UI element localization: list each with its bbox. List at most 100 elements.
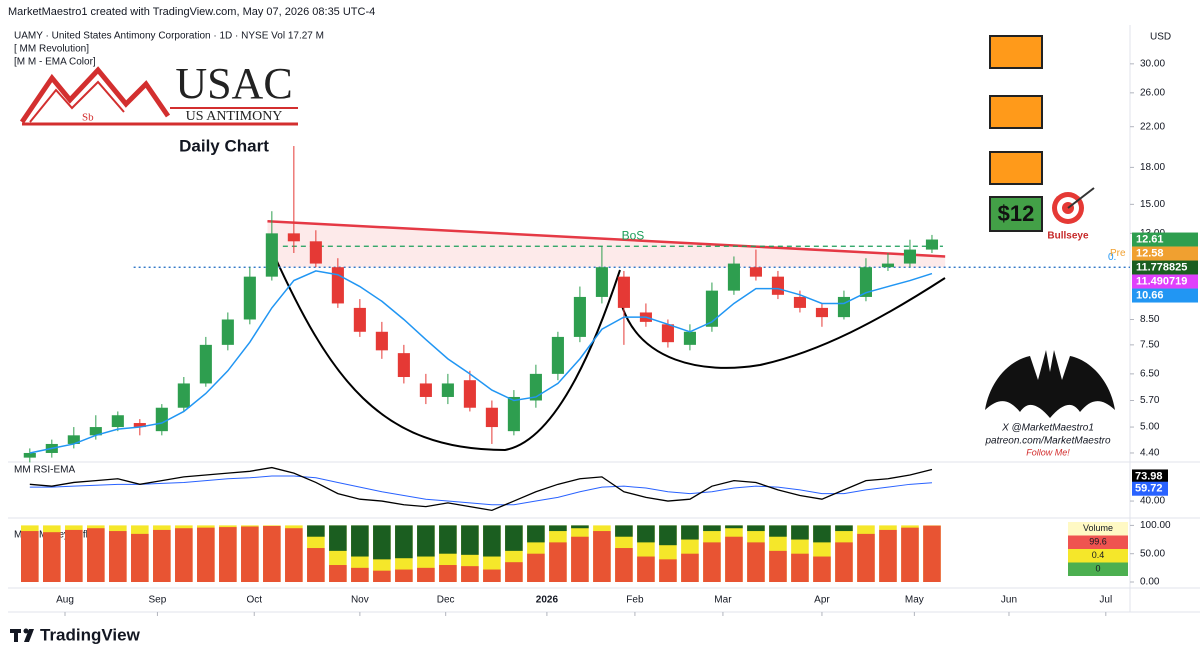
candle-body [771,276,784,295]
flow-bar [197,527,215,582]
candle-body [441,383,454,397]
company-logo: USAC US ANTIMONY Sb [19,59,298,126]
y-tick-label: 8.50 [1140,314,1160,325]
target-box [989,196,1043,232]
target-box [989,151,1043,185]
flow-bar [593,531,611,582]
flow-bar [439,525,457,554]
y-tick-label: 6.50 [1140,369,1160,380]
logo-shape [23,628,29,634]
logo-element: Sb [82,112,94,124]
x-tick-label: Sep [149,595,167,606]
flow-bar [461,525,479,555]
candle-body [925,239,939,250]
flow-bar [835,525,853,532]
flow-bar [549,542,567,582]
flow-bar [175,528,193,582]
flow-bar [439,565,457,582]
candle-body [177,383,190,408]
y-tick-label: 0.00 [1140,577,1160,588]
candle-body [23,452,36,458]
flow-bar [527,553,545,582]
flow-bar [725,536,743,582]
price-label: 11.778825 [1136,261,1187,273]
flow-bar [725,525,743,529]
target-box [989,35,1043,69]
price-label-box [1132,246,1198,261]
ema-line [29,270,933,454]
x-tick-label: 2026 [536,595,559,606]
candle-body [419,383,432,397]
flow-bar [307,548,325,582]
candle-body [353,307,366,332]
flow-bar [461,566,479,582]
table-value: 99.6 [1089,537,1107,547]
flow-bar [703,542,721,582]
price-label-box [1132,274,1198,289]
candle-body [859,267,873,297]
candle-body [265,233,278,277]
flow-bar [153,529,171,582]
x-tick-label: Dec [437,595,455,606]
flow-bar [65,529,83,582]
logo-title: USAC [175,59,292,108]
flow-bar [703,525,721,532]
flow-bar [857,533,875,582]
candle-body [661,324,674,343]
flow-bar [791,553,809,582]
candle-body [243,276,256,320]
candle-body [903,249,917,264]
currency: USD [1150,32,1171,43]
candle-body [683,331,696,345]
price-label-box [1132,481,1168,496]
logo-mountains [19,66,171,124]
table-cell [1068,522,1128,536]
trendline [267,219,946,258]
flow-bar [43,532,61,582]
flow-bar [549,525,567,532]
flow-bar [615,525,633,537]
y-tick-label: 15.00 [1140,199,1165,210]
flow-bar [351,567,369,582]
price-label: 73.98 [1135,470,1163,482]
x-tick-label: Mar [714,595,732,606]
candle-body [837,296,850,318]
cup-curve [621,277,946,369]
candle-body [309,241,322,264]
flow-bar [329,565,347,582]
candle-body [287,233,300,242]
y-tick-label: 40.00 [1140,496,1165,507]
bullseye-icon [1052,187,1095,224]
y-tick-label: 5.00 [1140,422,1160,433]
rsi-line [29,466,933,512]
logo-subtitle: US ANTIMONY [186,109,283,124]
flow-bar [901,527,919,582]
table-value: 0 [1095,564,1100,574]
candle-body [617,276,630,308]
y-tick-label: 18.00 [1140,162,1165,173]
table-cell [1068,549,1128,563]
price-label-box [1132,260,1198,275]
flow-bar [879,529,897,582]
flow-bar [747,542,765,582]
price-label: 12.58 [1136,247,1164,259]
flow-bar [417,567,435,582]
flow-bar [813,525,831,543]
flow-bar [219,527,237,582]
y-tick-label: 26.00 [1140,87,1165,98]
x-tick-label: Oct [246,595,262,606]
price-label: 12.61 [1136,233,1164,245]
pane-title: MM RSI-EMA [14,465,75,476]
flow-bar [505,525,523,551]
x-tick-label: Jul [1099,595,1112,606]
flow-bar [923,525,941,582]
flow-bar [791,525,809,540]
candle-body [199,344,212,384]
candle-body [463,380,476,408]
candle-body [551,336,564,374]
flow-bar [505,562,523,582]
platform-name: TradingView [40,625,141,644]
candle-body [705,290,718,327]
bat-graphic [985,350,1115,418]
flow-bar [417,525,435,557]
